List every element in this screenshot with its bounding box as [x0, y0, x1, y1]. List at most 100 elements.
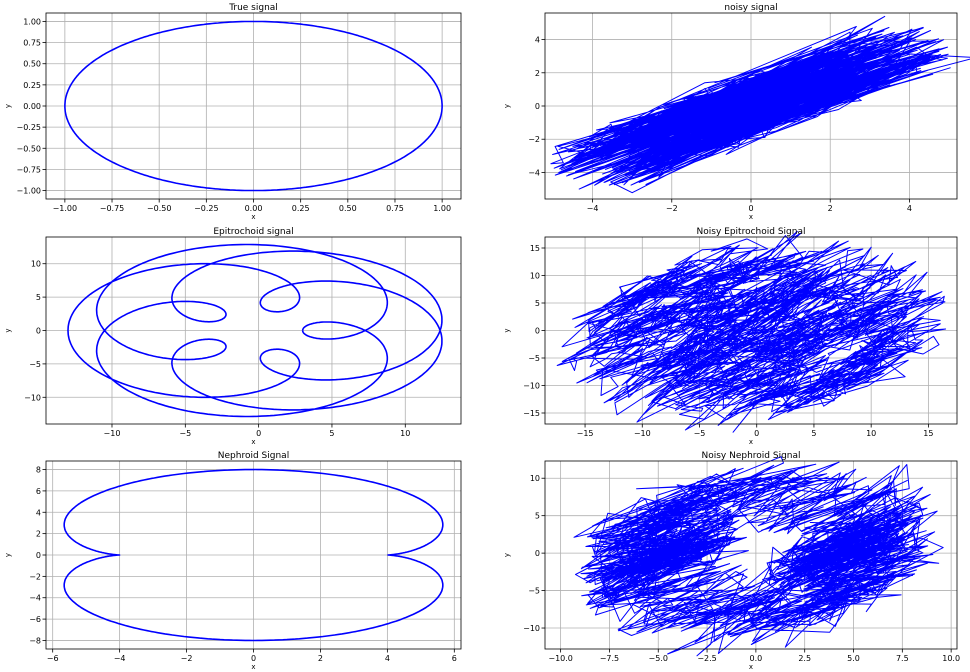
- y-tick-label: 10: [31, 260, 41, 269]
- x-axis-label: x: [749, 663, 753, 671]
- y-tick-label: −5: [29, 360, 41, 369]
- chart-title: noisy signal: [724, 3, 777, 13]
- y-tick-label: 4: [36, 508, 41, 517]
- x-tick-label: −5: [179, 429, 191, 438]
- chart-noisy-signal: −4 −2 0 2 4 −4 −2 0 2 4 noisy signal x y: [503, 3, 970, 221]
- x-tick-label: −0.50: [147, 204, 172, 213]
- y-tick-label: −5: [528, 354, 540, 363]
- y-tick-label: 5: [535, 512, 540, 521]
- chart-title: True signal: [228, 3, 278, 13]
- series-line: [64, 20, 443, 192]
- x-tick-label: 0: [251, 654, 256, 663]
- x-tick-label: 0.00: [245, 204, 263, 213]
- x-tick-label: 7.5: [896, 654, 909, 663]
- x-tick-label: −4: [114, 654, 126, 663]
- series-line: [67, 243, 443, 418]
- y-tick-label: 0.00: [23, 102, 41, 111]
- x-tick-label: 2.5: [798, 654, 811, 663]
- x-tick-label: −6: [47, 654, 59, 663]
- chart-noisy-epitrochoid-signal: −15 −10 −5 0 5 10 15 −15 −10 −5 0 5 10 15 Noisy Epitro…: [503, 227, 958, 446]
- y-tick-label: −0.50: [16, 144, 41, 153]
- x-tick-label: 0: [748, 204, 753, 213]
- chart-nephroid-signal: −6 −4 −2 0 2 4 6 −8 −6 −4 −2 0 2 4 6 8 Nephroid Signal x y: [4, 451, 462, 671]
- y-tick-label: 0.50: [23, 60, 41, 69]
- x-tick-label: −5.0: [649, 654, 668, 663]
- y-tick-label: 4: [535, 36, 540, 45]
- y-tick-label: −2: [29, 572, 41, 581]
- axes-frame: [544, 460, 958, 650]
- y-axis-label: y: [4, 328, 12, 332]
- x-tick-label: −2.5: [697, 654, 716, 663]
- x-tick-label: 15: [923, 429, 933, 438]
- y-tick-label: −10: [523, 624, 540, 633]
- y-tick-label: −15: [523, 409, 540, 418]
- series-line: [63, 468, 444, 642]
- x-tick-label: 10.0: [942, 654, 960, 663]
- y-tick-label: 10: [530, 272, 540, 281]
- y-tick-label: −6: [29, 615, 41, 624]
- y-tick-label: −1.00: [16, 187, 41, 196]
- x-tick-label: 2: [828, 204, 833, 213]
- x-tick-label: 4: [907, 204, 912, 213]
- chart-title: Noisy Nephroid Signal: [701, 451, 800, 461]
- x-tick-label: −10: [104, 429, 121, 438]
- x-tick-label: −0.25: [194, 204, 219, 213]
- y-tick-label: 5: [36, 293, 41, 302]
- y-tick-label: 0.75: [23, 39, 41, 48]
- series-line: [573, 456, 944, 657]
- chart-true-signal: −1.00 −0.75 −0.50 −0.25 0.00 0.25 0.50 0.75 1.00…: [4, 3, 462, 221]
- y-tick-label: 0: [36, 327, 41, 336]
- y-axis-label: y: [503, 553, 511, 557]
- series-line: [556, 230, 947, 433]
- x-tick-label: −1.00: [53, 204, 78, 213]
- y-tick-label: 8: [36, 466, 41, 475]
- y-tick-label: 2: [36, 530, 41, 539]
- y-tick-label: −10: [24, 393, 41, 402]
- x-axis-label: x: [251, 438, 255, 446]
- y-axis-label: y: [503, 328, 511, 332]
- x-tick-label: −2: [181, 654, 193, 663]
- x-axis-label: x: [251, 213, 255, 221]
- y-tick-label: 0: [535, 102, 540, 111]
- x-tick-label: −10: [634, 429, 651, 438]
- x-tick-label: 5: [811, 429, 816, 438]
- y-axis-label: y: [4, 104, 12, 108]
- y-tick-label: −4: [528, 168, 540, 177]
- y-tick-label: 2: [535, 69, 540, 78]
- y-tick-label: −2: [528, 135, 540, 144]
- x-tick-label: −4: [587, 204, 599, 213]
- y-axis-label: y: [4, 553, 12, 557]
- x-tick-label: 0.50: [339, 204, 357, 213]
- x-tick-label: −7.5: [600, 654, 619, 663]
- x-tick-label: −10.0: [548, 654, 573, 663]
- y-tick-label: −4: [29, 594, 41, 603]
- x-tick-label: 0.25: [292, 204, 310, 213]
- series-line: [550, 15, 970, 194]
- x-tick-label: 0: [256, 429, 261, 438]
- x-axis-label: x: [749, 213, 753, 221]
- y-tick-label: 6: [36, 487, 41, 496]
- x-axis-label: x: [251, 663, 255, 671]
- x-tick-label: 0: [754, 429, 759, 438]
- y-tick-label: −8: [29, 636, 41, 645]
- y-tick-label: 1.00: [23, 17, 41, 26]
- y-tick-label: 10: [530, 474, 540, 483]
- x-tick-label: 1.00: [433, 204, 451, 213]
- x-axis-label: x: [749, 438, 753, 446]
- y-tick-label: 15: [530, 244, 540, 253]
- x-tick-label: 4: [385, 654, 390, 663]
- y-tick-label: −5: [528, 587, 540, 596]
- chart-noisy-nephroid-signal: −10.0 −7.5 −5.0 −2.5 0.0 2.5 5.0 7.5 10.0 −10 −5 0 5…: [503, 451, 960, 671]
- x-tick-label: −15: [577, 429, 594, 438]
- x-tick-label: −5: [694, 429, 706, 438]
- chart-title: Noisy Epitrochoid Signal: [697, 227, 806, 237]
- x-tick-label: 2: [318, 654, 323, 663]
- y-axis-label: y: [503, 104, 511, 108]
- y-tick-label: 0: [36, 551, 41, 560]
- x-tick-label: 0.75: [386, 204, 404, 213]
- chart-title: Nephroid Signal: [218, 451, 289, 461]
- x-tick-label: 10: [400, 429, 410, 438]
- x-tick-label: 6: [452, 654, 457, 663]
- y-tick-label: 5: [535, 299, 540, 308]
